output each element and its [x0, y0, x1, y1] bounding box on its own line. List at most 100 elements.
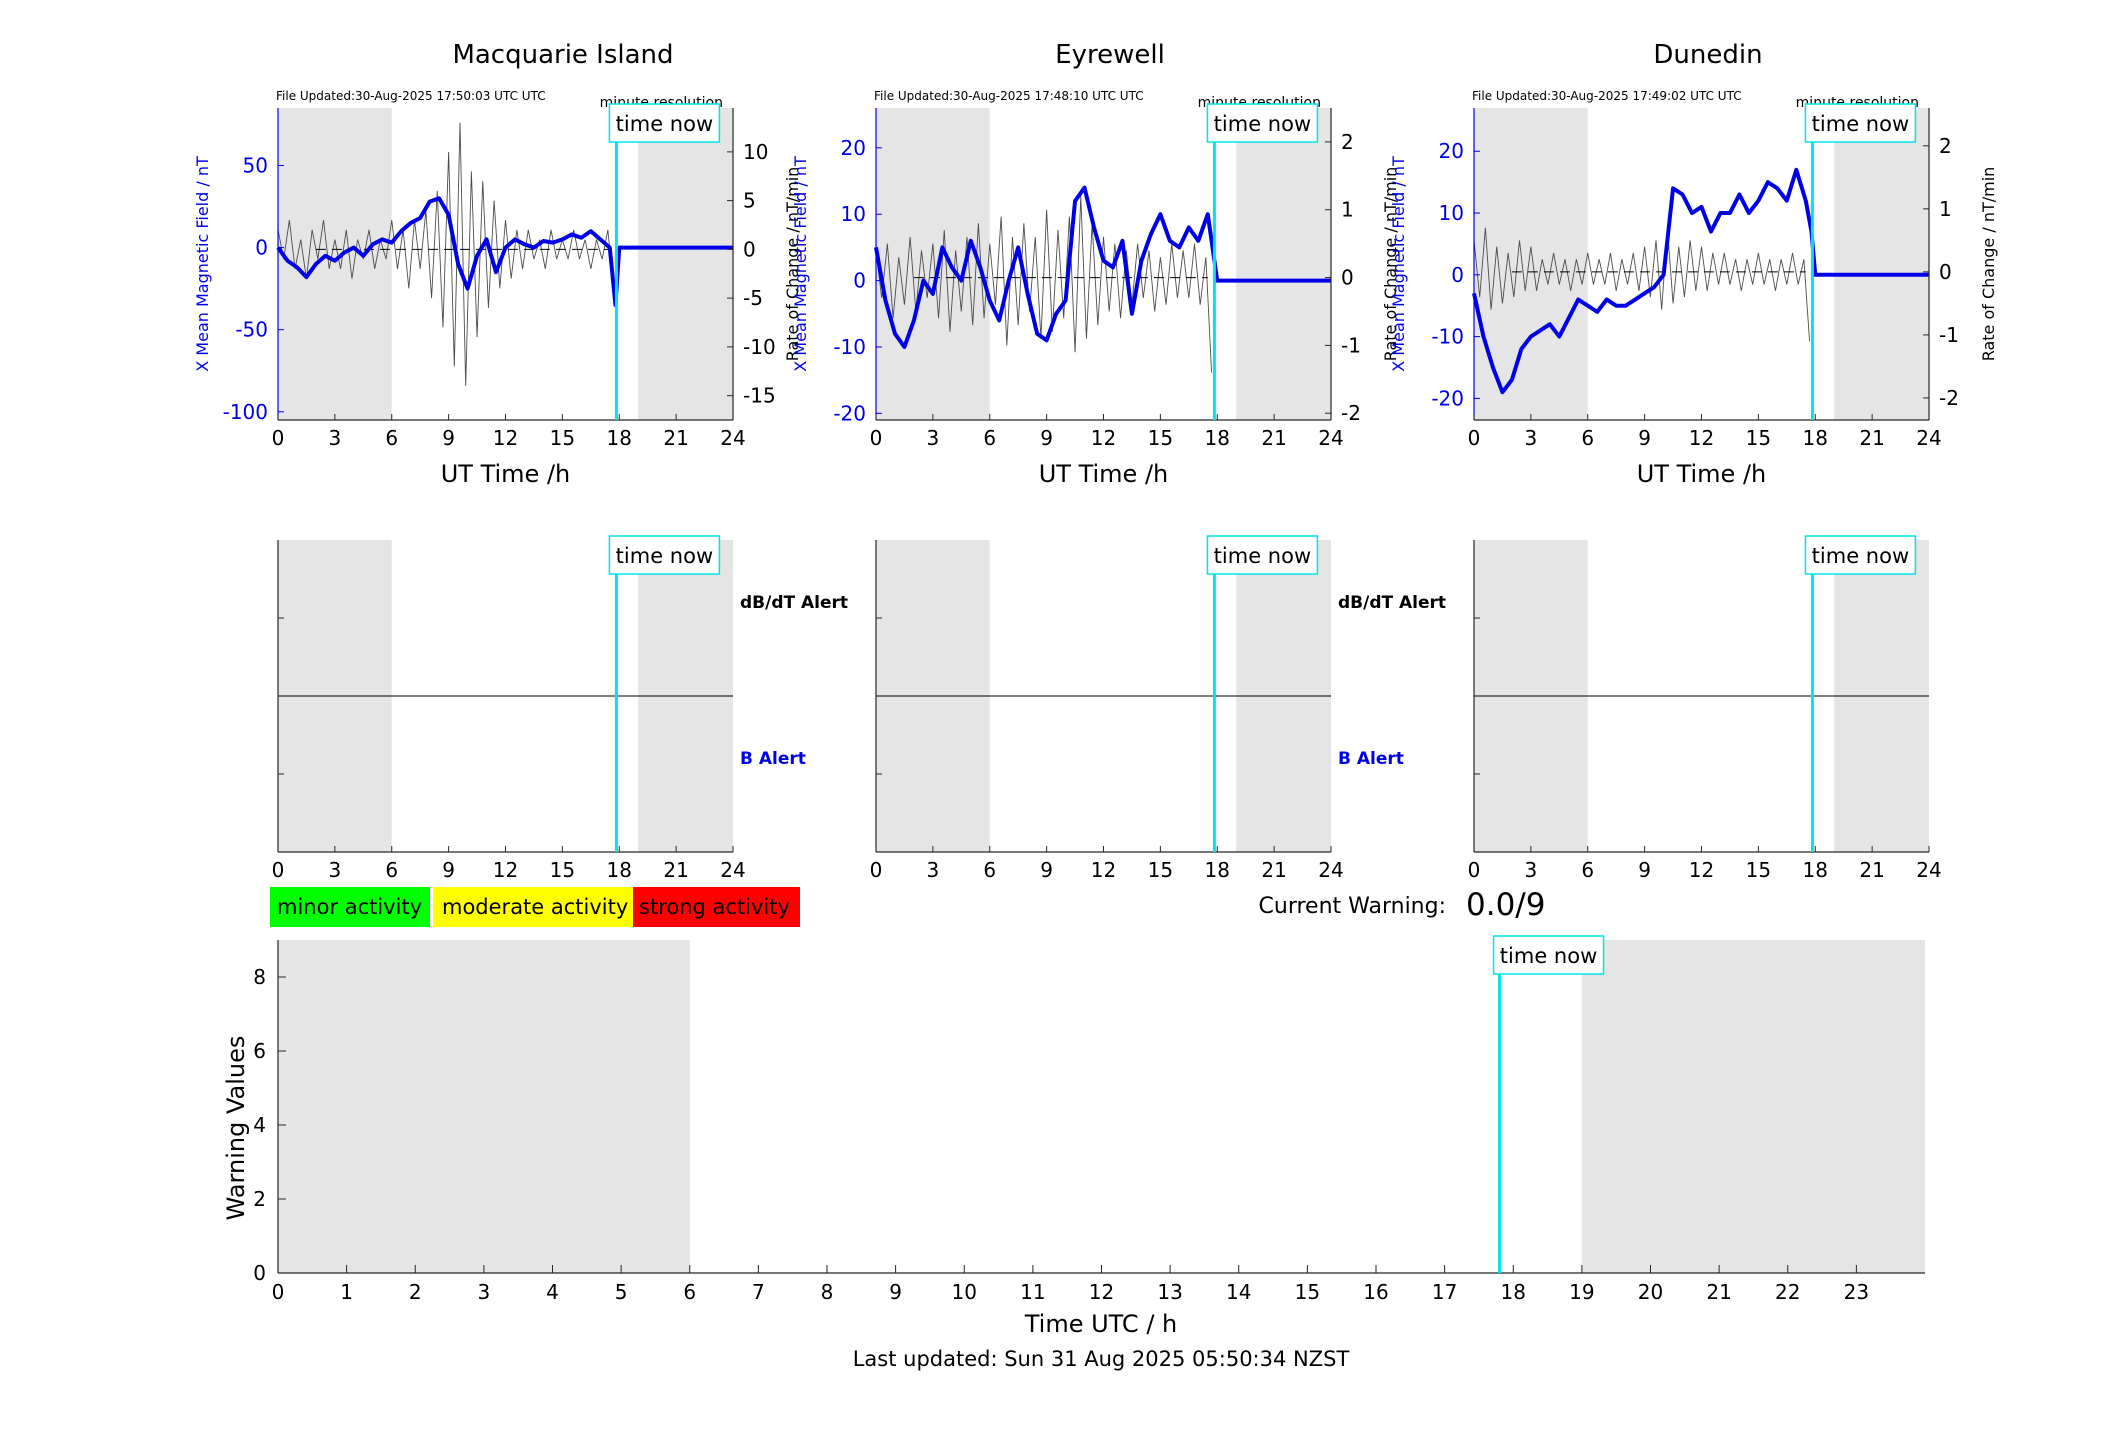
- night-shading: [876, 108, 990, 420]
- y-axis-label: X Mean Magnetic Field / nT: [791, 156, 810, 372]
- x-tick-label: 21: [1859, 858, 1884, 882]
- x-tick-label: 6: [385, 858, 398, 882]
- warning-xlabel: Time UTC / h: [1024, 1310, 1178, 1338]
- x-mean-field-series: [1472, 167, 1929, 395]
- y-tick-label: -10: [833, 335, 866, 359]
- time-now-label: time now: [616, 112, 713, 136]
- x-tick-label: 1: [340, 1280, 353, 1304]
- y-tick-label: 8: [253, 965, 266, 989]
- time-now-label: time now: [1812, 112, 1909, 136]
- x-tick-label: 2: [409, 1280, 422, 1304]
- moderate-activity-swatch: [433, 887, 633, 927]
- time-now-box: [1804, 103, 1917, 143]
- x-tick-label: 21: [663, 426, 688, 450]
- night-shading: [638, 108, 733, 420]
- x-tick-label: 23: [1844, 1280, 1869, 1304]
- x-tick-label: 21: [1261, 858, 1286, 882]
- eyrewell-panel: Eyrewell File Updated:30-Aug-2025 17:48:…: [791, 40, 1400, 488]
- y2-axis-label: Rate of Change / nT/min: [1381, 167, 1400, 362]
- file-updated-prefix: File Updated:: [1472, 89, 1551, 103]
- y2-tick-label: -10: [743, 335, 776, 359]
- minor-activity-label: minor activity: [277, 895, 422, 919]
- x-tick-label: 14: [1226, 1280, 1251, 1304]
- x-tick-label: 21: [1706, 1280, 1731, 1304]
- night-shading: [1834, 108, 1929, 420]
- y2-tick-label: 5: [743, 189, 756, 213]
- x-tick-label: 9: [889, 1280, 902, 1304]
- x-tick-label: 17: [1432, 1280, 1457, 1304]
- time-now-box: [1206, 103, 1319, 143]
- y-tick-label: -20: [1431, 386, 1464, 410]
- x-mean-field-series: [874, 185, 1331, 349]
- panel-title: Eyrewell: [1055, 40, 1165, 70]
- y2-tick-label: 2: [1939, 134, 1952, 158]
- x-tick-label: 18: [1803, 426, 1828, 450]
- x-tick-label: 12: [493, 858, 518, 882]
- x-tick-label: 3: [478, 1280, 491, 1304]
- x-axis-label: UT Time /h: [441, 460, 571, 488]
- dbdt-alert-label: dB/dT Alert: [740, 593, 848, 613]
- y2-tick-label: -5: [743, 286, 763, 310]
- time-now-box: [608, 103, 721, 143]
- x-tick-label: 21: [1859, 426, 1884, 450]
- y2-tick-label: -2: [1341, 401, 1361, 425]
- x-tick-label: 12: [493, 426, 518, 450]
- x-tick-label: 15: [1746, 426, 1771, 450]
- x-tick-label: 0: [1468, 426, 1481, 450]
- x-tick-label: 0: [870, 858, 883, 882]
- moderate-activity-label: moderate activity: [442, 895, 628, 919]
- file-updated-label: File Updated:30-Aug-2025 17:48:10 UTC UT…: [874, 89, 1144, 103]
- x-tick-label: 9: [442, 426, 455, 450]
- file-updated-value: 30-Aug-2025 17:49:02 UTC: [1551, 89, 1714, 103]
- x-tick-label: 3: [927, 426, 940, 450]
- x-tick-label: 0: [272, 1280, 285, 1304]
- file-updated-prefix: File Updated:: [874, 89, 953, 103]
- y2-tick-label: -1: [1939, 323, 1959, 347]
- x-tick-label: 3: [1525, 858, 1538, 882]
- night-shading: [1581, 940, 1925, 1273]
- x-tick-label: 16: [1363, 1280, 1388, 1304]
- x-tick-label: 9: [1040, 858, 1053, 882]
- dunedin-panel: Dunedin File Updated:30-Aug-2025 17:49:0…: [1389, 40, 1998, 488]
- time-now-label: time now: [1214, 112, 1311, 136]
- x-tick-label: 3: [329, 426, 342, 450]
- x-tick-label: 6: [385, 426, 398, 450]
- x-tick-label: 15: [1295, 1280, 1320, 1304]
- y2-tick-label: 0: [1939, 260, 1952, 284]
- x-tick-label: 24: [1916, 426, 1941, 450]
- x-tick-label: 12: [1689, 858, 1714, 882]
- rate-of-change-series: [1473, 227, 1811, 342]
- x-tick-label: 10: [952, 1280, 977, 1304]
- strong-activity-label: strong activity: [639, 895, 790, 919]
- time-now-label: time now: [616, 544, 713, 568]
- x-tick-label: 9: [1040, 426, 1053, 450]
- x-tick-label: 24: [1916, 858, 1941, 882]
- x-tick-label: 18: [1501, 1280, 1526, 1304]
- x-tick-label: 21: [663, 858, 688, 882]
- x-tick-label: 9: [1638, 858, 1651, 882]
- y-axis-label: X Mean Magnetic Field / nT: [1389, 156, 1408, 372]
- x-tick-label: 22: [1775, 1280, 1800, 1304]
- x-tick-label: 18: [1205, 426, 1230, 450]
- file-updated-value: 30-Aug-2025 17:48:10 UTC: [953, 89, 1116, 103]
- night-shading: [278, 940, 690, 1273]
- x-tick-label: 6: [1581, 426, 1594, 450]
- x-tick-label: 9: [442, 858, 455, 882]
- y-tick-label: -10: [1431, 325, 1464, 349]
- x-tick-label: 0: [1468, 858, 1481, 882]
- y-axis-label: X Mean Magnetic Field / nT: [193, 156, 212, 372]
- time-now-box: [608, 535, 721, 575]
- y2-tick-label: 2: [1341, 130, 1354, 154]
- b-alert-label: B Alert: [740, 749, 806, 769]
- x-tick-label: 3: [329, 858, 342, 882]
- y-tick-label: 50: [243, 153, 268, 177]
- y-tick-label: 6: [253, 1039, 266, 1063]
- x-tick-label: 24: [720, 858, 745, 882]
- time-now-box: [1206, 535, 1319, 575]
- y2-tick-label: 10: [743, 140, 768, 164]
- x-tick-label: 9: [1638, 426, 1651, 450]
- minor-activity-swatch: [270, 887, 430, 927]
- y2-tick-label: 1: [1939, 197, 1952, 221]
